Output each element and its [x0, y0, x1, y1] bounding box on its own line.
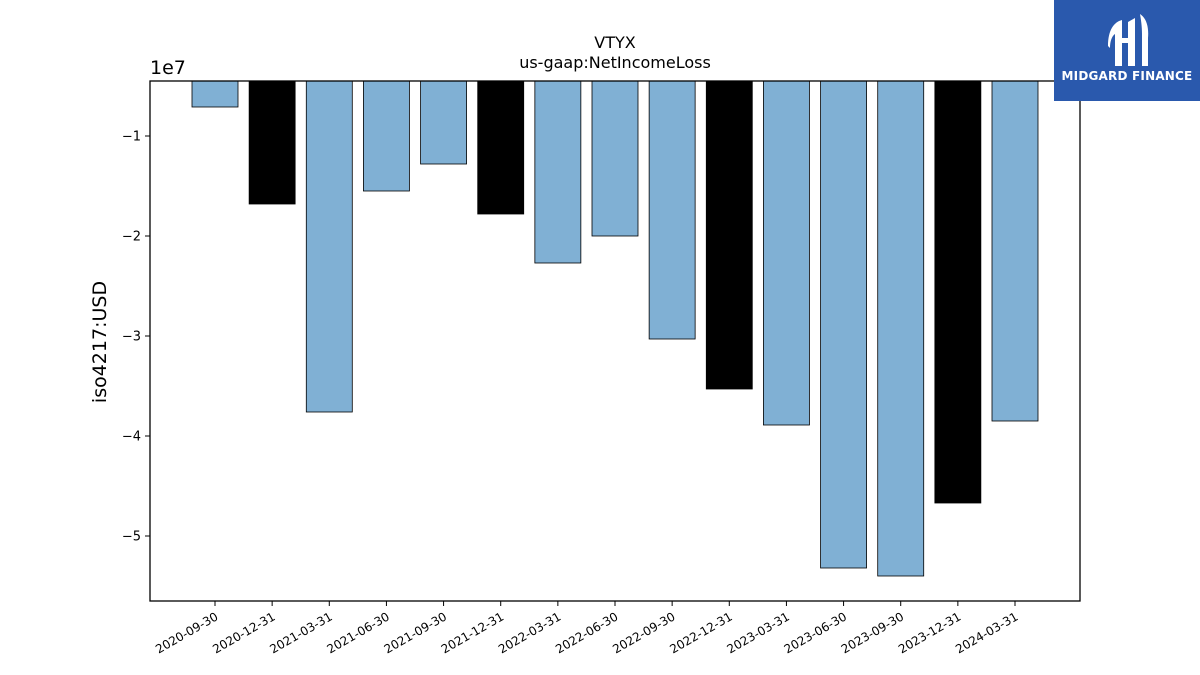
x-tick-label: 2021-03-31: [267, 609, 334, 656]
bar-2024-03-31: [991, 80, 1039, 422]
bar-2022-03-31: [534, 80, 582, 264]
x-tick-label: 2021-12-31: [439, 609, 506, 656]
x-tick-label: 2020-12-31: [210, 609, 277, 656]
bar-2021-12-31: [477, 80, 525, 215]
y-axis-label: iso4217:USD: [89, 281, 111, 403]
x-tick-label: 2021-06-30: [325, 609, 392, 656]
x-tick-label: 2023-06-30: [782, 609, 849, 656]
x-tick-label: 2022-03-31: [496, 609, 563, 656]
bars-group: [191, 80, 1039, 577]
midgard-logo-icon: [1108, 14, 1149, 66]
x-tick-label: 2023-09-30: [839, 609, 906, 656]
bar-2022-12-31: [705, 80, 753, 390]
logo-text: MIDGARD FINANCE: [1061, 69, 1193, 83]
y-axis-ticks: −1 −2 −3 −4 −5: [122, 130, 150, 545]
bar-2023-09-30: [877, 80, 925, 577]
axis-offset-label: 1e7: [150, 57, 186, 79]
bar-2023-12-31: [934, 80, 982, 504]
x-tick-label: 2022-12-31: [667, 609, 734, 656]
x-tick-label: 2022-09-30: [610, 609, 677, 656]
y-tick-label: −1: [122, 130, 141, 145]
bar-2023-03-31: [763, 80, 810, 426]
bar-2020-09-30: [191, 80, 239, 108]
brand-logo: MIDGARD FINANCE: [1054, 0, 1200, 101]
bar-2021-06-30: [363, 80, 410, 192]
x-tick-label: 2021-09-30: [382, 609, 449, 656]
x-axis-ticks: 2020-09-302020-12-312021-03-312021-06-30…: [153, 601, 1021, 656]
y-tick-label: −2: [122, 230, 141, 245]
x-tick-label: 2023-03-31: [725, 609, 792, 656]
bar-2022-09-30: [648, 80, 696, 340]
y-tick-label: −4: [122, 430, 141, 445]
x-tick-label: 2020-09-30: [153, 609, 220, 656]
bar-2021-09-30: [420, 80, 467, 165]
bar-2021-03-31: [305, 80, 353, 413]
bar-2022-06-30: [591, 80, 639, 237]
chart-subtitle: us-gaap:NetIncomeLoss: [519, 53, 711, 72]
x-tick-label: 2022-06-30: [553, 609, 620, 656]
x-tick-label: 2024-03-31: [953, 609, 1020, 656]
plot-frame: [149, 80, 1081, 602]
x-tick-label: 2023-12-31: [896, 609, 963, 656]
y-tick-label: −5: [122, 530, 141, 545]
bar-2023-06-30: [820, 80, 867, 569]
chart-title: VTYX: [594, 33, 635, 52]
bar-2020-12-31: [248, 80, 296, 205]
y-tick-label: −3: [122, 330, 141, 345]
